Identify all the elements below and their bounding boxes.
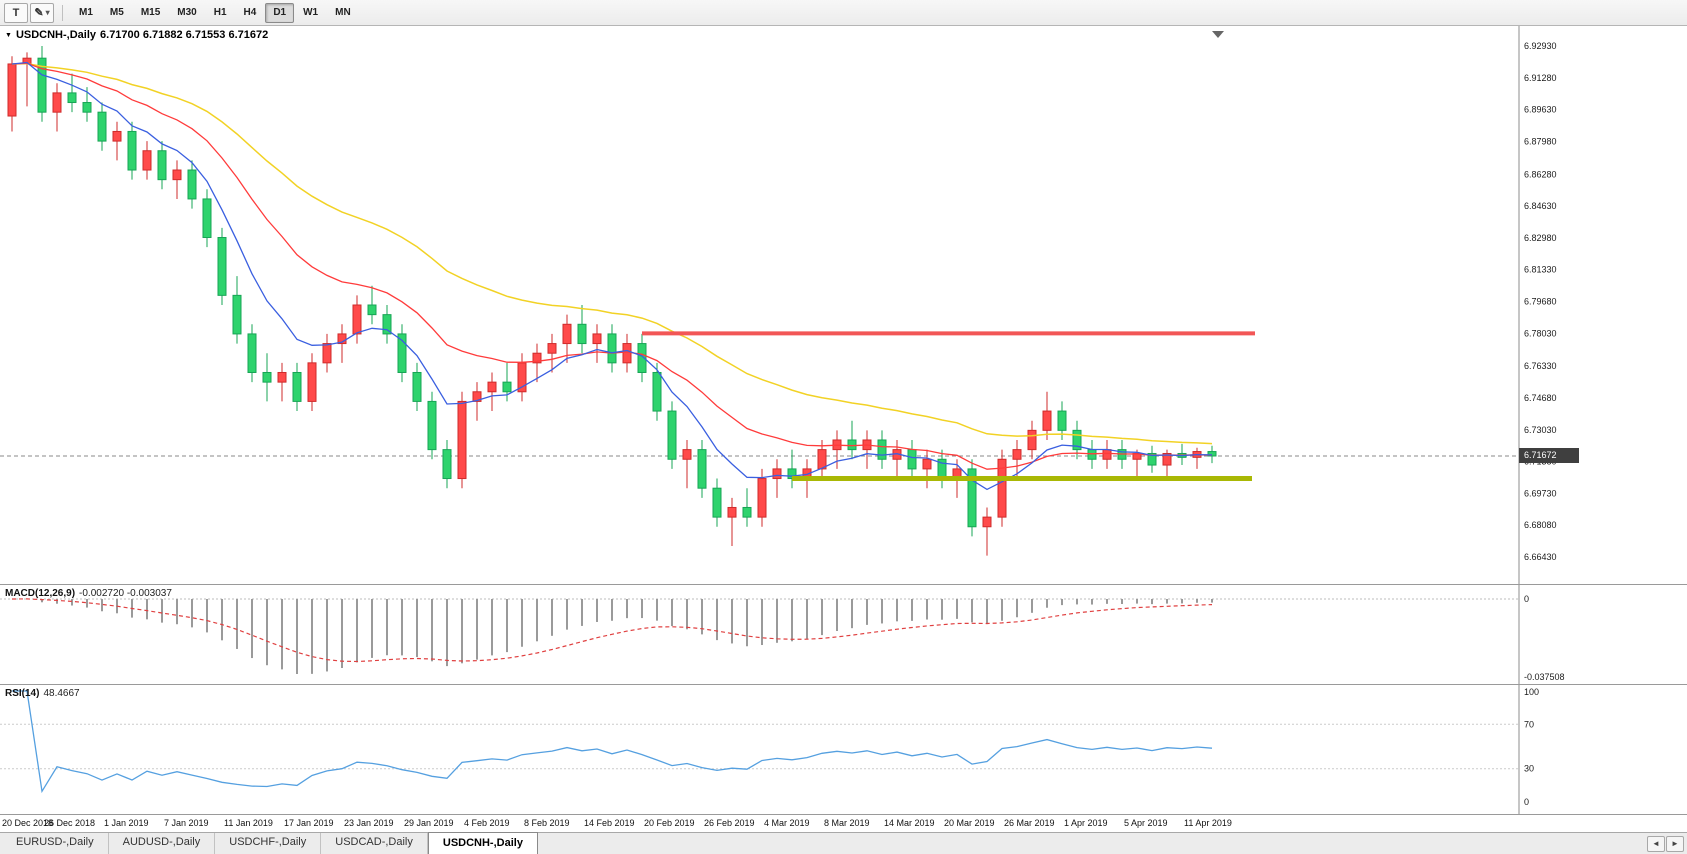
rsi-label: RSI(14) 48.4667 xyxy=(5,688,80,699)
rsi-panel: 100 70 30 0 RSI(14) 48.4667 xyxy=(0,684,1687,814)
price-axis-label: 6.79680 xyxy=(1524,297,1557,307)
rsi-axis-label: 30 xyxy=(1524,764,1534,774)
date-axis-label: 5 Apr 2019 xyxy=(1124,818,1168,828)
chart-title: ▼ USDCNH-,Daily 6.71700 6.71882 6.71553 … xyxy=(5,29,268,41)
timeframe-h4-button[interactable]: H4 xyxy=(236,3,265,23)
timeframe-m1-button[interactable]: M1 xyxy=(71,3,101,23)
timeframe-m15-button[interactable]: M15 xyxy=(133,3,168,23)
rsi-canvas[interactable]: 100 70 30 0 xyxy=(0,685,1687,814)
date-axis-label: 20 Feb 2019 xyxy=(644,818,695,828)
ma-mid-line xyxy=(11,62,1213,470)
macd-axis-label: -0.037508 xyxy=(1524,672,1565,682)
price-axis-label: 6.69730 xyxy=(1524,488,1557,498)
macd-histogram xyxy=(26,598,1213,674)
rsi-value: 48.4667 xyxy=(43,688,80,699)
chart-ohlc: 6.71700 6.71882 6.71553 6.71672 xyxy=(100,29,269,41)
ma-slow-line xyxy=(11,62,1213,445)
date-axis-label: 4 Feb 2019 xyxy=(464,818,510,828)
price-axis-label: 6.68080 xyxy=(1524,520,1557,530)
date-axis-label: 1 Jan 2019 xyxy=(104,818,149,828)
text-tool-button[interactable]: T xyxy=(4,2,28,23)
date-axis-label: 7 Jan 2019 xyxy=(164,818,209,828)
price-axis-label: 6.66430 xyxy=(1524,552,1557,562)
rsi-axis-label: 100 xyxy=(1524,687,1539,697)
rsi-line xyxy=(12,690,1213,794)
toolbar-separator xyxy=(62,4,63,21)
timeframe-w1-button[interactable]: W1 xyxy=(295,3,326,23)
date-axis-label: 20 Mar 2019 xyxy=(944,818,995,828)
main-chart-canvas[interactable]: 6.92930 6.91280 6.89630 6.87980 6.86280 6.846… xyxy=(0,26,1687,584)
chart-shift-marker[interactable] xyxy=(1212,31,1224,38)
macd-label: MACD(12,26,9) -0.002720 -0.003037 xyxy=(5,588,172,599)
macd-name: MACD(12,26,9) xyxy=(5,588,76,599)
price-axis-label: 6.73030 xyxy=(1524,425,1557,435)
macd-values: -0.002720 -0.003037 xyxy=(79,588,172,599)
price-axis-label: 6.81330 xyxy=(1524,265,1557,275)
tab-scroll-left-button[interactable]: ◄ xyxy=(1647,835,1665,852)
macd-panel: 0 -0.037508 MACD(12,26,9) -0.002720 -0.003… xyxy=(0,584,1687,684)
date-axis[interactable]: 20 Dec 2018 26 Dec 2018 1 Jan 2019 7 Jan 20… xyxy=(0,814,1687,832)
tab-usdcnh-daily[interactable]: USDCNH-,Daily xyxy=(427,832,538,854)
date-axis-label: 11 Jan 2019 xyxy=(224,818,273,828)
date-axis-label: 26 Feb 2019 xyxy=(704,818,755,828)
date-axis-label: 8 Feb 2019 xyxy=(524,818,570,828)
chevron-down-icon: ▾ xyxy=(45,8,50,17)
rsi-name: RSI(14) xyxy=(5,688,40,699)
price-axis-label: 6.87980 xyxy=(1524,136,1557,146)
date-axis-label: 17 Jan 2019 xyxy=(284,818,334,828)
tab-audusd-daily[interactable]: AUDUSD-,Daily xyxy=(109,833,216,854)
text-tool-icon: T xyxy=(12,6,20,19)
price-axis-label: 6.78030 xyxy=(1524,328,1557,338)
macd-signal-line xyxy=(11,598,1213,663)
date-axis-label: 14 Feb 2019 xyxy=(584,818,635,828)
date-axis-label: 26 Mar 2019 xyxy=(1004,818,1055,828)
rsi-axis-label: 70 xyxy=(1524,719,1534,729)
timeframe-mn-button[interactable]: MN xyxy=(327,3,359,23)
price-axis-label: 6.76330 xyxy=(1524,361,1557,371)
date-axis-label: 26 Dec 2018 xyxy=(44,818,96,828)
current-price-badge: 6.71672 xyxy=(1519,447,1579,463)
drawing-tools-button[interactable]: ✎ ▾ xyxy=(30,2,54,23)
symbol-tabs: EURUSD-,Daily AUDUSD-,Daily USDCHF-,Daily U… xyxy=(0,832,538,854)
symbol-tabbar: EURUSD-,Daily AUDUSD-,Daily USDCHF-,Daily U… xyxy=(0,832,1687,854)
symbol-marker-icon: ▼ xyxy=(5,31,12,39)
date-axis-label: 4 Mar 2019 xyxy=(764,818,810,828)
macd-canvas[interactable]: 0 -0.037508 xyxy=(0,585,1687,684)
price-axis-label: 6.91280 xyxy=(1524,73,1557,83)
price-axis-label: 6.84630 xyxy=(1524,201,1557,211)
macd-axis-label: 0 xyxy=(1524,594,1529,604)
date-axis-label: 23 Jan 2019 xyxy=(344,818,394,828)
date-axis-label: 1 Apr 2019 xyxy=(1064,818,1108,828)
top-toolbar: T ✎ ▾ M1 M5 M15 M30 H1 H4 D1 W1 MN xyxy=(0,0,1687,26)
timeframe-h1-button[interactable]: H1 xyxy=(206,3,235,23)
date-axis-label: 11 Apr 2019 xyxy=(1184,818,1232,828)
timeframe-d1-button[interactable]: D1 xyxy=(265,2,295,23)
tab-usdcad-daily[interactable]: USDCAD-,Daily xyxy=(321,833,428,854)
price-axis-label: 6.92930 xyxy=(1524,41,1557,51)
tab-scroll-right-button[interactable]: ► xyxy=(1666,835,1684,852)
timeframe-m30-button[interactable]: M30 xyxy=(169,3,204,23)
date-axis-label: 29 Jan 2019 xyxy=(404,818,454,828)
timeframe-m5-button[interactable]: M5 xyxy=(102,3,132,23)
tab-nav: ◄ ► xyxy=(1647,833,1687,854)
tab-eurusd-daily[interactable]: EURUSD-,Daily xyxy=(2,833,109,854)
price-axis-label: 6.86280 xyxy=(1524,169,1557,179)
tab-usdchf-daily[interactable]: USDCHF-,Daily xyxy=(215,833,322,854)
pencil-icon: ✎ xyxy=(34,7,44,19)
rsi-axis-label: 0 xyxy=(1524,797,1529,807)
chart-symbol: USDCNH-,Daily xyxy=(15,29,97,41)
timeframe-toolbar: M1 M5 M15 M30 H1 H4 D1 W1 MN xyxy=(71,2,359,23)
price-axis-label: 6.89630 xyxy=(1524,105,1557,115)
main-chart-panel: 6.92930 6.91280 6.89630 6.87980 6.86280 6.846… xyxy=(0,26,1687,584)
price-axis-label: 6.82980 xyxy=(1524,233,1557,243)
date-axis-label: 14 Mar 2019 xyxy=(884,818,935,828)
price-axis-label: 6.74680 xyxy=(1524,393,1557,403)
date-axis-label: 8 Mar 2019 xyxy=(824,818,870,828)
date-axis-label: 20 Dec 2018 xyxy=(2,818,54,828)
